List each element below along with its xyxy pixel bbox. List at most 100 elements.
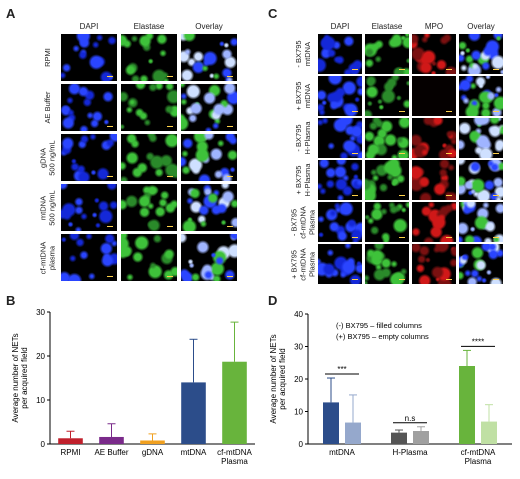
row-label-ae-buffer: AE Buffer <box>42 91 52 124</box>
panel-b-bar-chart: 0 10 20 30 Average number of NETsper acquire… <box>11 308 255 466</box>
scale-bar <box>227 176 233 177</box>
scale-bar <box>399 237 405 238</box>
micrograph-elastase-5 <box>121 234 177 281</box>
y-tick-label: 20 <box>294 375 303 384</box>
scale-bar <box>107 76 113 77</box>
micrograph-elastase-1 <box>365 34 409 74</box>
micrograph-mpo-3 <box>412 118 456 158</box>
micrograph-elastase-6 <box>365 244 409 284</box>
scale-bar <box>167 126 173 127</box>
micrograph-overlay-2 <box>459 76 503 116</box>
micrograph-dapi-6 <box>318 244 362 284</box>
bar-empty-0 <box>345 422 361 444</box>
row-label-plus-bx795-h-plasma: + BX795 H-Plasma <box>294 163 312 197</box>
scale-bar <box>227 276 233 277</box>
micrograph-overlay-3 <box>459 118 503 158</box>
y-axis-title: Average number of NETsper acquired field <box>269 334 287 423</box>
y-axis-title-line: per acquired field <box>20 347 29 408</box>
y-tick-label: 20 <box>36 352 45 361</box>
scale-bar <box>446 111 452 112</box>
scale-bar <box>399 69 405 70</box>
micrograph-dapi-5 <box>318 202 362 242</box>
micrograph-dapi-1 <box>318 34 362 74</box>
panel-a-letter: A <box>6 6 16 21</box>
scale-bar <box>446 237 452 238</box>
x-tick-label-line: RPMI <box>61 448 81 457</box>
y-axis-title-line: per acquired field <box>278 348 287 409</box>
micrograph-overlay-4 <box>181 184 237 231</box>
bar-1 <box>99 436 124 444</box>
scale-bar <box>446 153 452 154</box>
micrograph-mpo-2 <box>412 76 456 116</box>
micrograph-dapi-2 <box>318 76 362 116</box>
micrograph-mpo-5 <box>412 202 456 242</box>
scale-bar <box>399 153 405 154</box>
significance-label: *** <box>337 365 346 374</box>
x-tick-label-line: H-Plasma <box>392 448 428 457</box>
micrograph-mpo-6 <box>412 244 456 284</box>
column-header-dapi: DAPI <box>330 22 350 31</box>
x-tick-label: mtDNA <box>329 448 355 457</box>
micrograph-elastase-1 <box>121 34 177 81</box>
micrograph-elastase-4 <box>365 160 409 200</box>
x-tick-label-line: AE Buffer <box>94 448 128 457</box>
bar-0 <box>58 438 83 444</box>
row-label-plus-bx795-cf-mtdna-plasma: + BX795 cf-mtDNA Plasma <box>289 247 317 281</box>
micrograph-overlay-5 <box>459 202 503 242</box>
column-header-elastase: Elastase <box>371 22 403 31</box>
scale-bar <box>493 69 499 70</box>
micrograph-overlay-3 <box>181 134 237 181</box>
scale-bar <box>107 276 113 277</box>
column-header-dapi: DAPI <box>79 22 99 31</box>
scale-bar <box>167 76 173 77</box>
micrograph-dapi-4 <box>318 160 362 200</box>
panel-d-letter: D <box>268 293 278 308</box>
legend-text: (-) BX795 – filled columns <box>336 321 422 330</box>
scale-bar <box>107 126 113 127</box>
scale-bar <box>352 111 358 112</box>
panel-b-letter: B <box>6 293 16 308</box>
y-tick-label: 40 <box>294 310 303 319</box>
scale-bar <box>493 111 499 112</box>
bar-filled-0 <box>323 402 339 444</box>
micrograph-elastase-4 <box>121 184 177 231</box>
y-tick-label: 30 <box>36 308 45 317</box>
row-label--bx795-h-plasma: - BX795 H-Plasma <box>294 121 312 155</box>
x-tick-label-line: Plasma <box>221 457 248 466</box>
row-label-gdna-500-ng-ml: gDNA 500 ng/mL <box>38 139 56 176</box>
column-header-overlay: Overlay <box>195 22 223 31</box>
panel-d-bar-chart: 0 10 20 30 40 Average number of NETsper acqui… <box>269 310 512 466</box>
y-tick-label: 0 <box>41 440 46 449</box>
bar-4 <box>222 361 247 444</box>
y-axis-title-line: Average number of NETs <box>269 334 278 423</box>
scale-bar <box>493 279 499 280</box>
scale-bar <box>352 237 358 238</box>
scale-bar <box>227 126 233 127</box>
micrograph-elastase-3 <box>365 118 409 158</box>
bar-3 <box>181 382 206 444</box>
micrograph-overlay-5 <box>181 234 237 281</box>
significance-label: n.s <box>405 414 416 423</box>
scale-bar <box>399 195 405 196</box>
y-tick-label: 10 <box>36 396 45 405</box>
scale-bar <box>352 153 358 154</box>
micrograph-mpo-4 <box>412 160 456 200</box>
scale-bar <box>493 153 499 154</box>
scale-bar <box>352 279 358 280</box>
column-header-overlay: Overlay <box>467 22 495 31</box>
row-label-plus-bx795-mtdna: + BX795 mtDNA <box>294 81 312 111</box>
x-tick-label: RPMI <box>61 448 81 457</box>
scale-bar <box>446 69 452 70</box>
row-label-rpmi: RPMI <box>42 48 52 67</box>
bar-empty-2 <box>481 421 497 444</box>
scale-bar <box>352 69 358 70</box>
panel-c-letter: C <box>268 6 278 21</box>
scale-bar <box>493 195 499 196</box>
micrograph-elastase-2 <box>121 84 177 131</box>
x-tick-label: AE Buffer <box>94 448 128 457</box>
micrograph-dapi-3 <box>61 134 117 181</box>
column-header-elastase: Elastase <box>133 22 165 31</box>
significance-label: **** <box>472 337 484 346</box>
scale-bar <box>227 76 233 77</box>
x-tick-label: gDNA <box>142 448 164 457</box>
